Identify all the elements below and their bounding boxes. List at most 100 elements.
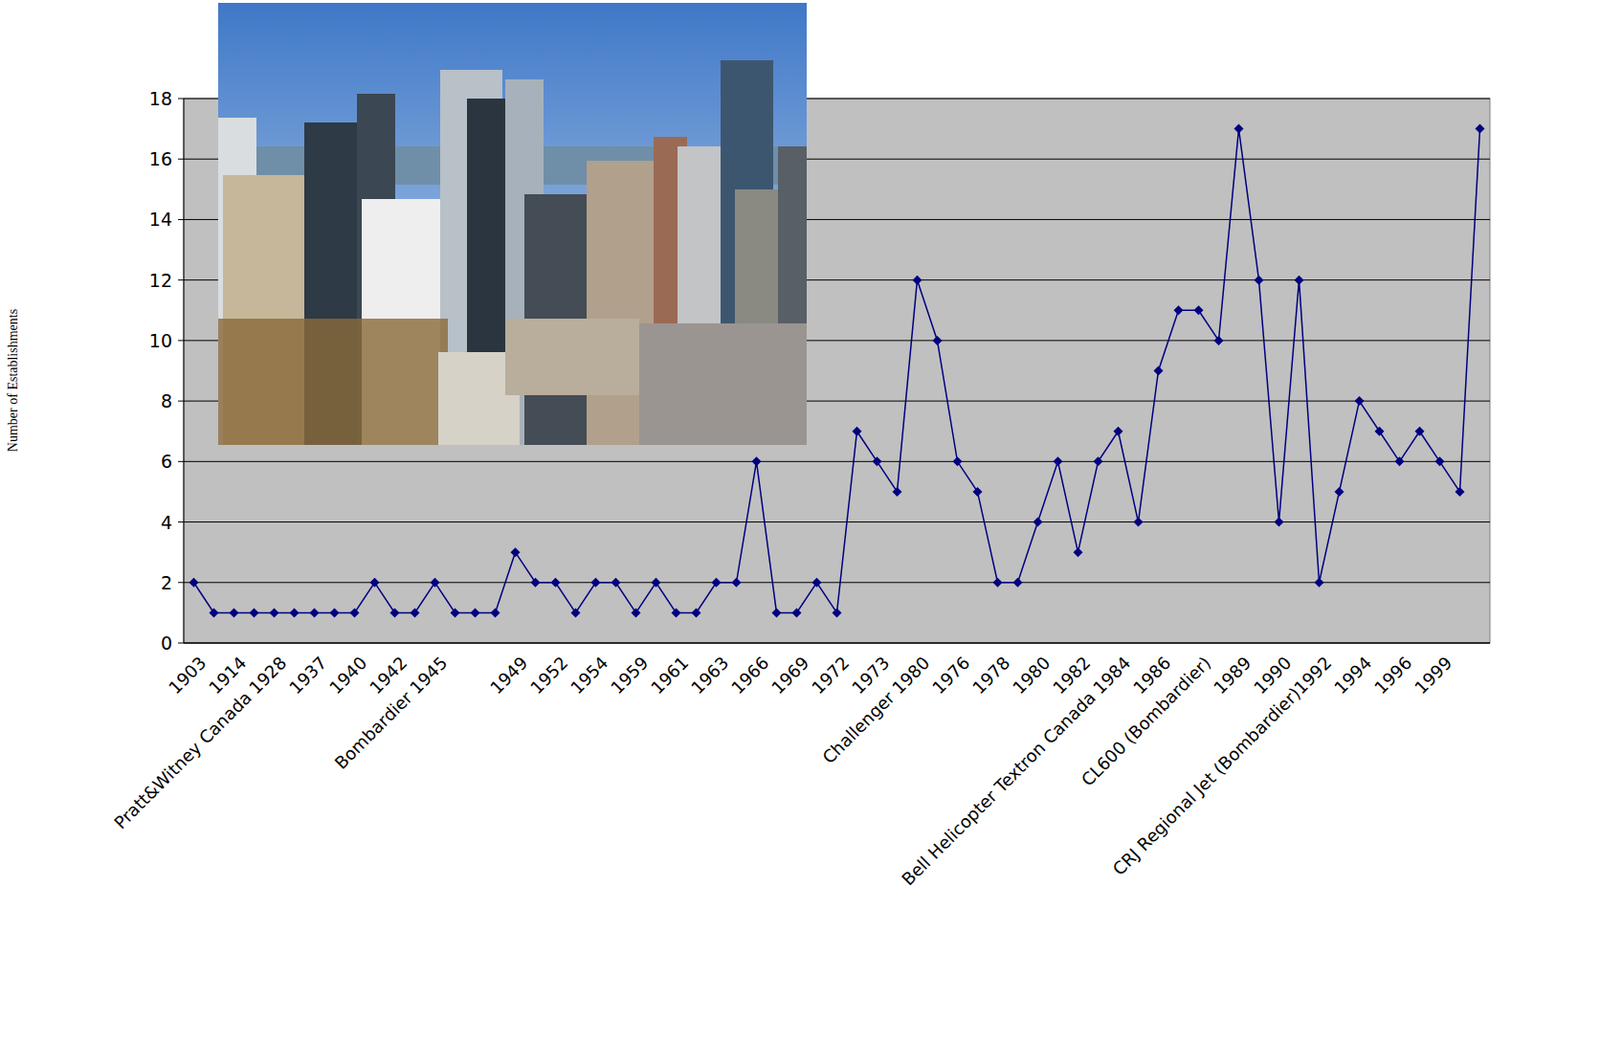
x-tick-label: 1954 [566,652,612,698]
y-tick-label: 4 [160,511,173,534]
line [194,129,1481,614]
x-tick-label: 1978 [968,652,1014,698]
x-tick-label: CRJ Regional Jet (Bombardier)1992 [1109,652,1336,880]
x-tick-label: 1940 [325,652,371,698]
x-tick-label: 1989 [1209,652,1255,698]
marker [1013,577,1023,588]
marker [1435,456,1445,467]
marker [993,577,1003,588]
photo-building [505,318,640,396]
marker [390,607,400,618]
marker [1254,275,1265,286]
marker [812,577,823,588]
y-tick [177,339,184,341]
grid-line [183,643,1490,645]
marker [1314,577,1325,588]
marker [450,607,461,618]
marker [1455,487,1466,497]
photo [218,2,807,445]
grid-line [183,521,1490,523]
marker [1033,517,1044,528]
marker [511,547,521,557]
y-axis [183,98,185,644]
x-tick-label: Pratt&Witney Canada 1928 [110,652,290,833]
y-tick-label: 0 [160,632,173,654]
marker [953,456,963,467]
marker [229,607,240,618]
marker [1334,487,1345,497]
marker [571,607,581,618]
marker [1214,335,1224,346]
marker [1234,124,1245,134]
marker [410,607,421,618]
y-tick [177,158,184,160]
marker [792,607,802,618]
marker [470,607,481,618]
y-tick-label: 2 [160,572,173,594]
marker [430,577,441,588]
y-tick [177,400,184,402]
marker [872,456,883,467]
x-tick-label: 1903 [164,652,210,698]
marker [490,607,501,618]
x-tick-label: 1969 [767,652,813,698]
x-tick-label: 1980 [1008,652,1054,698]
marker [1415,426,1425,437]
x-tick-label: 1937 [285,652,331,698]
y-tick-label: 12 [149,269,173,291]
marker [1294,275,1305,286]
photo-trees [218,318,448,445]
marker [1133,517,1144,528]
marker [852,426,863,437]
x-tick-label: 1976 [928,652,974,698]
marker [1053,456,1064,467]
marker [551,577,561,588]
marker [1073,547,1084,557]
marker [269,607,280,618]
marker [1113,426,1124,437]
marker [1375,426,1385,437]
x-tick-label: 1999 [1410,652,1456,698]
y-tick [177,279,184,281]
marker [752,456,762,467]
y-tick [177,219,184,221]
x-tick-label: 1963 [687,652,733,698]
marker [933,335,943,346]
marker [892,487,903,497]
y-tick-label: 10 [149,330,173,352]
marker [330,607,340,618]
marker [611,577,622,588]
marker [832,607,843,618]
series [189,124,1486,619]
marker [350,607,360,618]
y-tick [177,643,184,645]
x-axis [183,643,1490,645]
x-tick-label: CL600 (Bombardier) [1077,652,1216,791]
marker [370,577,380,588]
x-tick-label: 1952 [526,652,572,698]
y-tick-label: 16 [149,148,173,170]
y-tick-label: 14 [149,208,173,230]
marker [1395,456,1405,467]
x-tick-label: Challenger 1980 [818,652,934,768]
x-tick-label: 1994 [1330,652,1376,698]
x-tick-label: 1966 [727,652,773,698]
y-tick [177,461,184,463]
marker [1174,305,1184,315]
x-tick-label: 1961 [646,652,692,698]
y-tick [177,521,184,523]
marker [249,607,260,618]
marker [1194,305,1204,315]
y-tick [177,581,184,583]
marker [711,577,722,588]
y-tick-label: 8 [160,390,173,412]
marker [912,275,923,286]
marker [209,607,220,618]
marker [671,607,682,618]
marker [310,607,320,618]
photo-sky [218,2,807,445]
x-tick-label: 1949 [486,652,532,698]
marker [732,577,742,588]
x-tick-label: 1959 [606,652,652,698]
marker [189,577,200,588]
